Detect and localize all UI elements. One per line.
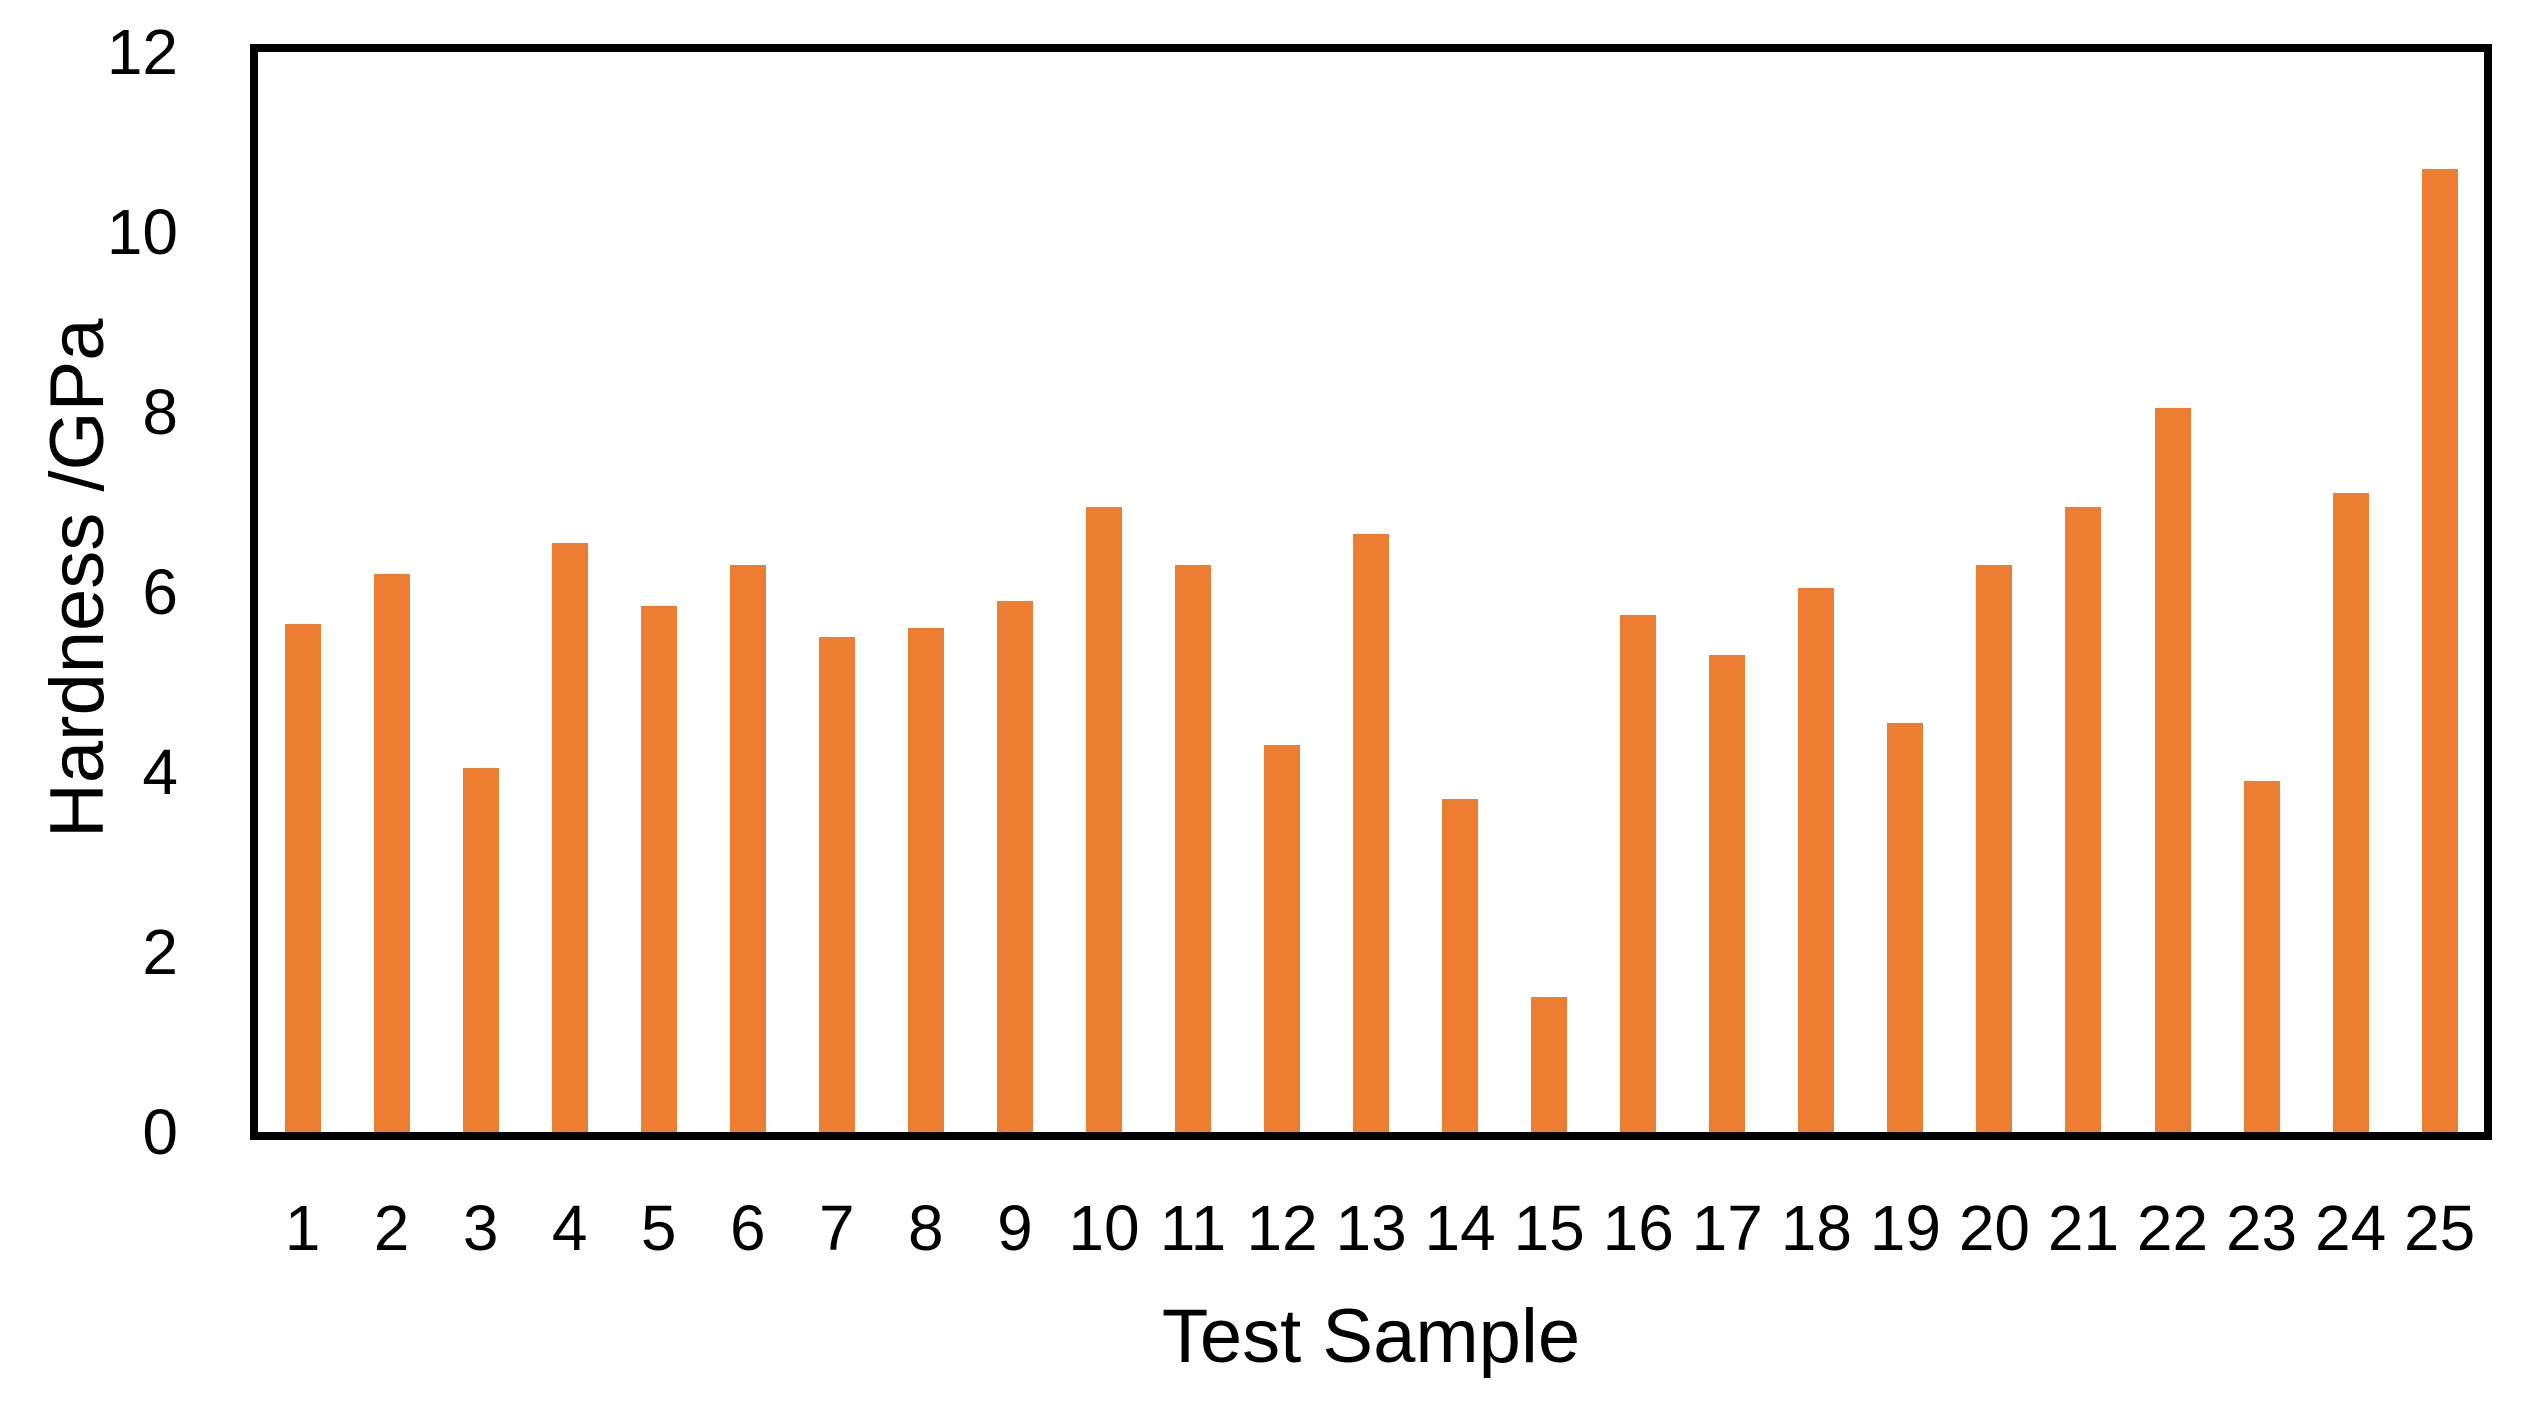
bar-slot-3 — [436, 52, 525, 1132]
x-tick-label-14: 14 — [1424, 1192, 1496, 1264]
bar-sample-9 — [996, 601, 1033, 1132]
bar-slot-13 — [1327, 52, 1416, 1132]
bar-sample-16 — [1620, 614, 1657, 1132]
bar-slot-21 — [2039, 52, 2128, 1132]
bar-slot-5 — [614, 52, 703, 1132]
bar-slot-25 — [2395, 52, 2484, 1132]
bar-sample-3 — [462, 767, 499, 1132]
y-tick-label-8: 8 — [142, 376, 178, 448]
bar-sample-1 — [284, 623, 321, 1132]
x-tick-label-16: 16 — [1602, 1192, 1674, 1264]
bars — [258, 52, 2484, 1132]
x-tick-label-17: 17 — [1691, 1192, 1763, 1264]
bar-slot-17 — [1683, 52, 1772, 1132]
bar-slot-2 — [347, 52, 436, 1132]
x-tick-label-10: 10 — [1068, 1192, 1140, 1264]
bar-slot-24 — [2306, 52, 2395, 1132]
bar-sample-23 — [2243, 781, 2280, 1132]
bar-slot-10 — [1059, 52, 1148, 1132]
bar-sample-11 — [1174, 565, 1211, 1132]
bar-sample-20 — [1976, 565, 2013, 1132]
bar-sample-22 — [2154, 407, 2191, 1132]
x-tick-label-5: 5 — [640, 1192, 677, 1264]
x-tick-label-23: 23 — [2225, 1192, 2298, 1264]
x-tick-label-7: 7 — [819, 1192, 855, 1264]
x-tick-label-20: 20 — [1958, 1192, 2030, 1264]
bar-sample-24 — [2332, 493, 2369, 1132]
x-axis-title: Test Sample — [1161, 1294, 1581, 1379]
x-tick-label-18: 18 — [1780, 1192, 1852, 1264]
x-tick-label-25: 25 — [2404, 1192, 2476, 1264]
x-tick-label-2: 2 — [373, 1192, 410, 1264]
bar-slot-19 — [1861, 52, 1950, 1132]
bar-sample-5 — [640, 605, 677, 1132]
x-tick-label-1: 1 — [284, 1192, 321, 1264]
bar-slot-16 — [1594, 52, 1683, 1132]
bar-sample-13 — [1353, 533, 1390, 1132]
x-tick-label-15: 15 — [1513, 1192, 1585, 1264]
plot-area — [250, 44, 2492, 1140]
bar-sample-10 — [1085, 506, 1122, 1132]
bar-sample-7 — [818, 637, 855, 1132]
bar-sample-19 — [1887, 722, 1924, 1132]
x-tick-label-11: 11 — [1159, 1192, 1227, 1264]
x-tick-label-9: 9 — [997, 1192, 1033, 1264]
y-tick-label-10: 10 — [106, 196, 178, 268]
bar-slot-18 — [1772, 52, 1861, 1132]
bar-slot-6 — [703, 52, 792, 1132]
x-tick-label-4: 4 — [551, 1192, 588, 1264]
bar-slot-23 — [2217, 52, 2306, 1132]
bar-slot-12 — [1238, 52, 1327, 1132]
x-tick-label-21: 21 — [2047, 1192, 2120, 1264]
bar-sample-15 — [1531, 997, 1568, 1132]
x-tick-label-12: 12 — [1246, 1192, 1318, 1264]
y-tick-label-0: 0 — [142, 1096, 178, 1168]
x-tick-label-3: 3 — [462, 1192, 499, 1264]
y-tick-label-4: 4 — [142, 736, 178, 808]
bar-sample-14 — [1442, 799, 1479, 1132]
x-tick-label-13: 13 — [1335, 1192, 1407, 1264]
x-tick-label-8: 8 — [908, 1192, 944, 1264]
x-axis-tick-labels: 1 2 3 4 5 6 7 8 9 10 11 12 13 14 15 16 17 18 19 20 21 22 23 24 2… — [258, 1196, 2484, 1260]
bar-slot-4 — [525, 52, 614, 1132]
bar-slot-8 — [881, 52, 970, 1132]
bar-slot-11 — [1148, 52, 1237, 1132]
y-tick-label-6: 6 — [142, 556, 178, 628]
x-tick-label-6: 6 — [729, 1192, 766, 1264]
y-axis-tick-labels: 0 2 4 6 8 10 12 — [0, 0, 178, 1402]
bar-sample-25 — [2421, 169, 2458, 1132]
bar-slot-15 — [1505, 52, 1594, 1132]
bar-slot-20 — [1950, 52, 2039, 1132]
bar-sample-18 — [1798, 587, 1835, 1132]
bar-slot-22 — [2128, 52, 2217, 1132]
x-tick-label-22: 22 — [2136, 1192, 2209, 1264]
bar-sample-17 — [1709, 655, 1746, 1132]
bar-slot-7 — [792, 52, 881, 1132]
bar-sample-12 — [1264, 745, 1301, 1132]
bar-slot-9 — [970, 52, 1059, 1132]
bar-sample-2 — [373, 574, 410, 1132]
bar-sample-4 — [551, 542, 588, 1132]
bar-sample-21 — [2065, 506, 2102, 1132]
x-tick-label-19: 19 — [1869, 1192, 1941, 1264]
x-tick-label-24: 24 — [2315, 1192, 2387, 1264]
y-tick-label-2: 2 — [142, 916, 178, 988]
bar-slot-14 — [1416, 52, 1505, 1132]
bar-sample-6 — [729, 565, 766, 1132]
bar-sample-8 — [907, 628, 944, 1132]
y-tick-label-12: 12 — [106, 16, 178, 88]
bar-slot-1 — [258, 52, 347, 1132]
